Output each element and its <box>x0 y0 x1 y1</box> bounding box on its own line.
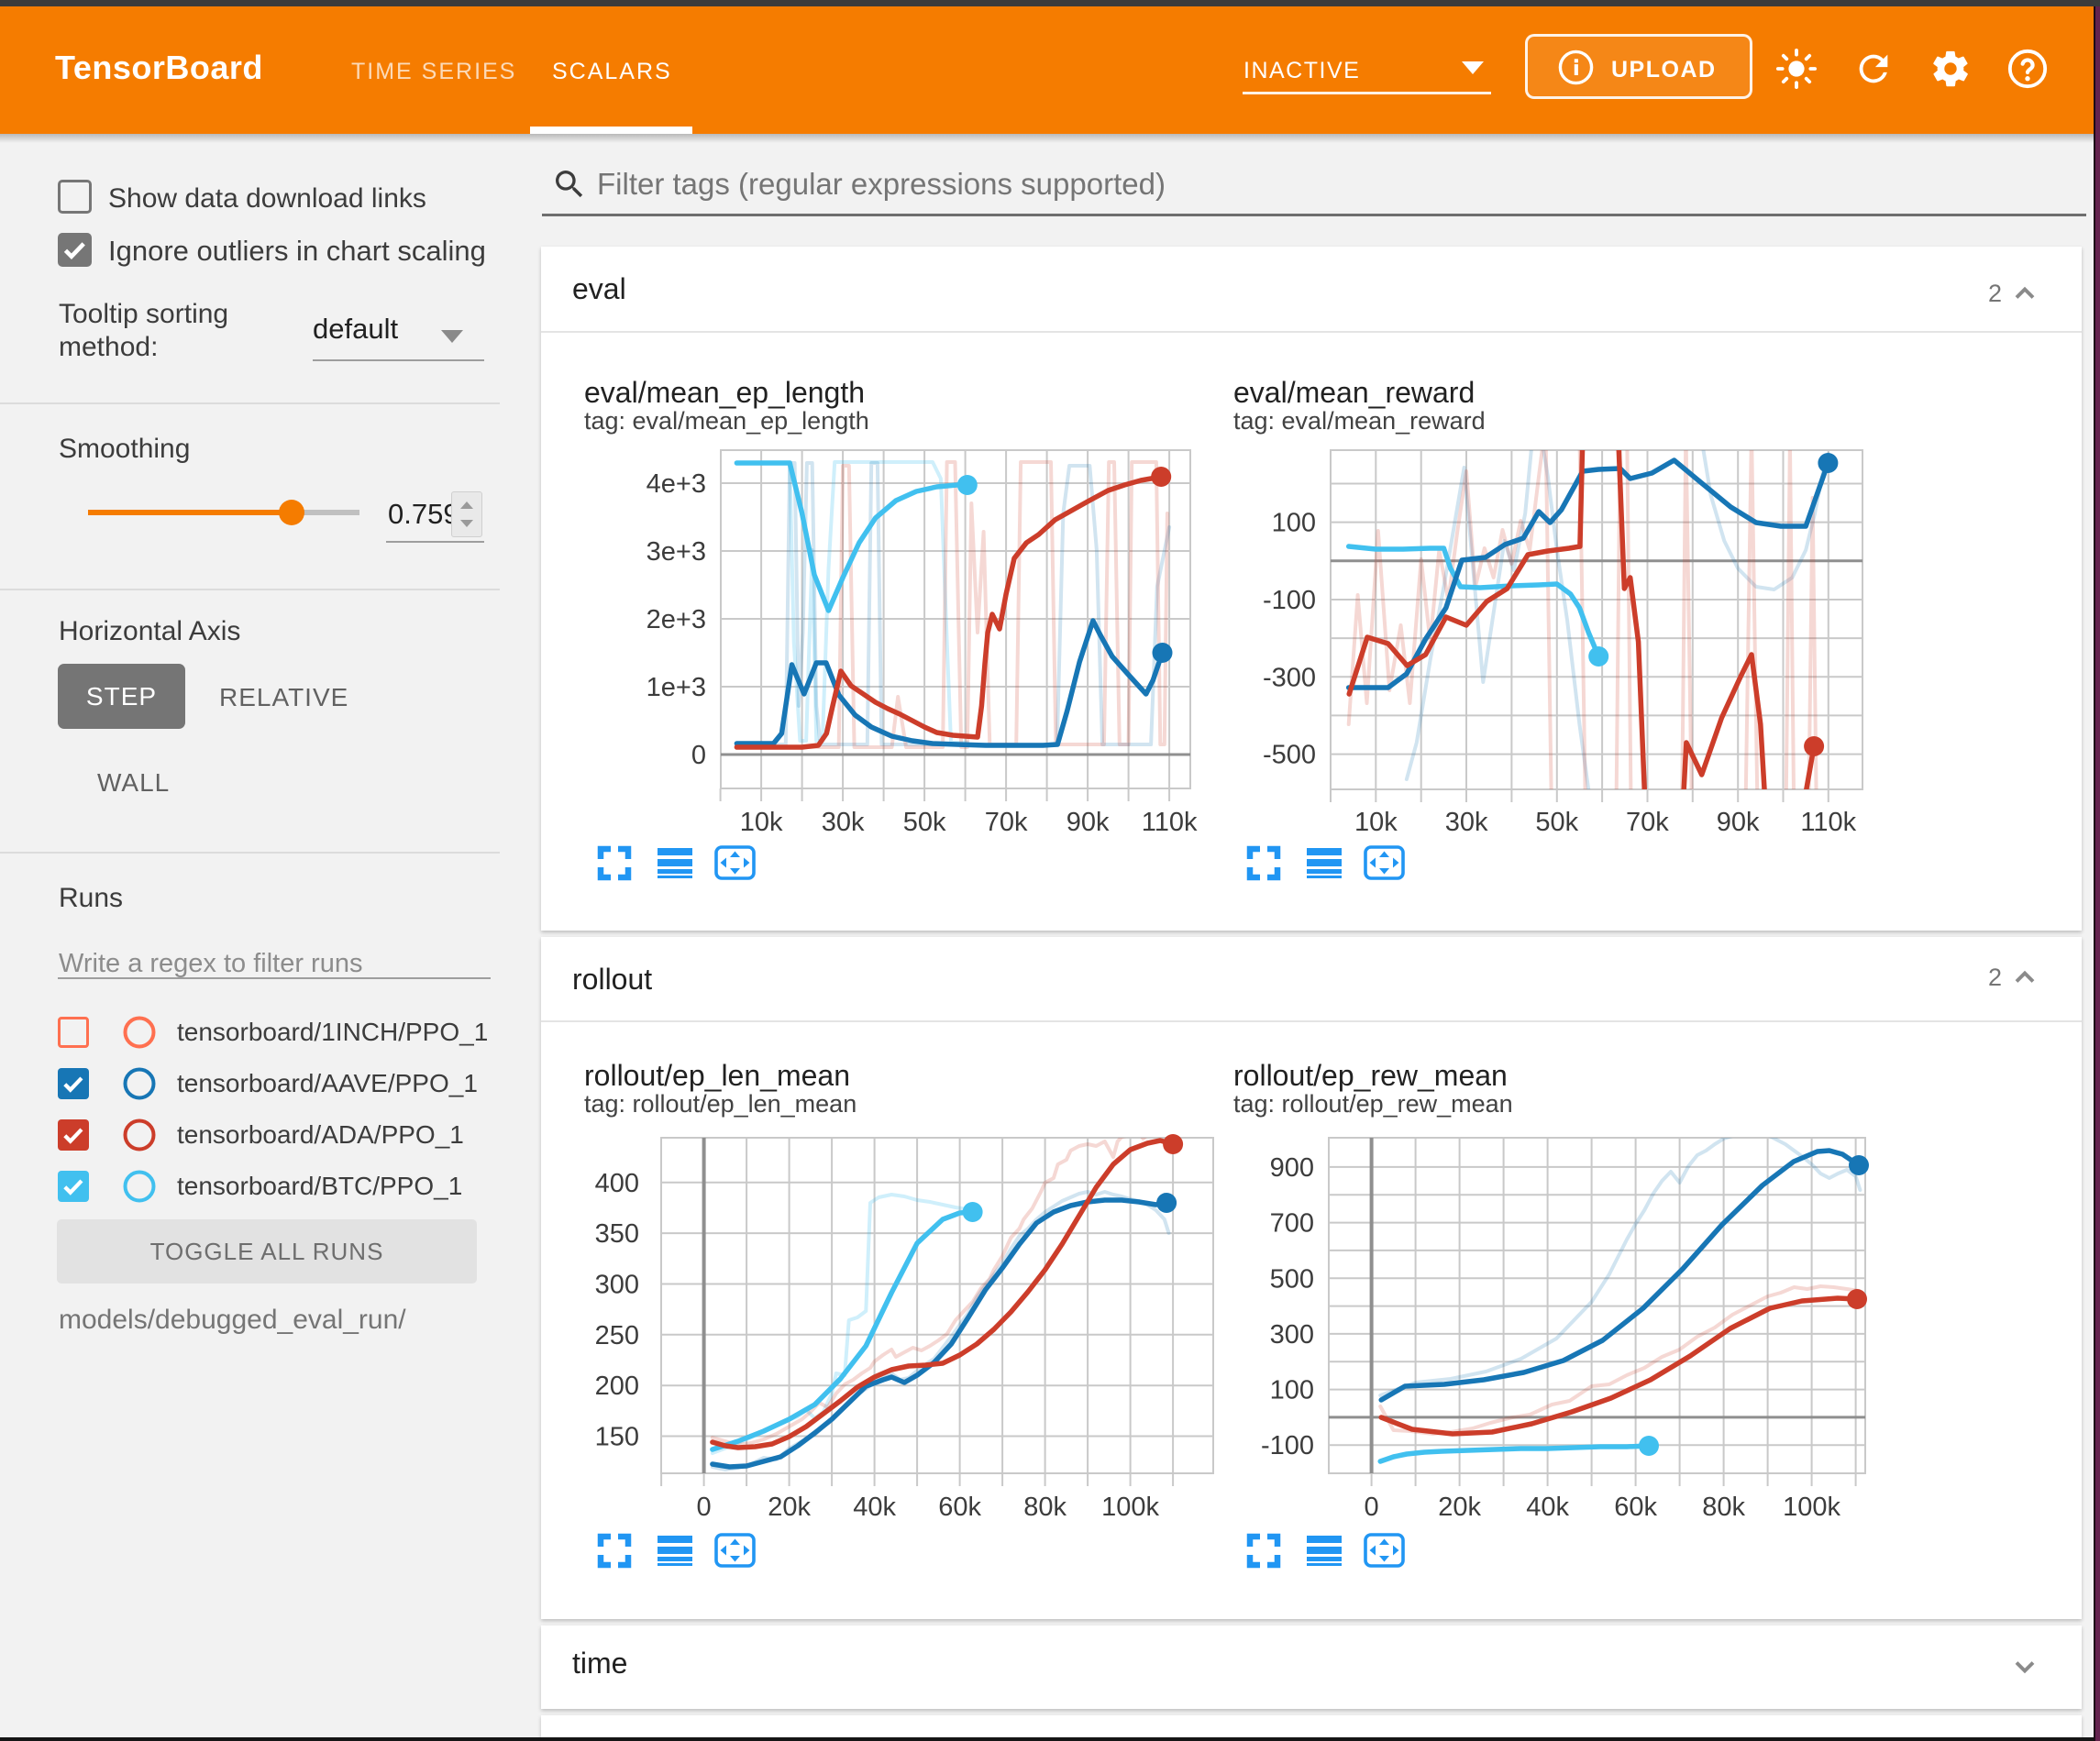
svg-text:70k: 70k <box>985 808 1028 837</box>
svg-text:eval/mean_ep_length: eval/mean_ep_length <box>584 376 865 409</box>
svg-text:10k: 10k <box>1354 808 1398 837</box>
svg-text:200: 200 <box>595 1372 639 1401</box>
svg-text:50k: 50k <box>1535 808 1578 837</box>
svg-text:60k: 60k <box>938 1493 981 1522</box>
svg-text:90k: 90k <box>1717 808 1760 837</box>
svg-text:300: 300 <box>595 1271 639 1300</box>
svg-text:40k: 40k <box>1526 1493 1569 1522</box>
svg-text:0: 0 <box>691 741 706 770</box>
svg-text:20k: 20k <box>768 1493 811 1522</box>
svg-text:250: 250 <box>595 1321 639 1350</box>
svg-text:50k: 50k <box>903 808 946 837</box>
svg-text:2e+3: 2e+3 <box>647 605 706 634</box>
svg-text:rollout/ep_len_mean: rollout/ep_len_mean <box>584 1059 850 1092</box>
svg-text:0: 0 <box>1365 1493 1379 1522</box>
svg-text:900: 900 <box>1270 1153 1314 1183</box>
svg-text:70k: 70k <box>1626 808 1669 837</box>
svg-text:500: 500 <box>1270 1264 1314 1294</box>
svg-text:150: 150 <box>595 1423 639 1452</box>
svg-text:30k: 30k <box>1445 808 1488 837</box>
svg-text:100: 100 <box>1270 1376 1314 1405</box>
svg-text:1e+3: 1e+3 <box>647 673 706 702</box>
svg-text:4e+3: 4e+3 <box>647 469 706 499</box>
svg-text:-300: -300 <box>1263 663 1316 692</box>
svg-text:-100: -100 <box>1261 1431 1314 1460</box>
svg-text:80k: 80k <box>1023 1493 1067 1522</box>
svg-text:110k: 110k <box>1800 808 1856 837</box>
svg-text:40k: 40k <box>853 1493 896 1522</box>
svg-text:tag: eval/mean_reward: tag: eval/mean_reward <box>1233 407 1486 435</box>
svg-text:700: 700 <box>1270 1209 1314 1239</box>
svg-text:rollout/ep_rew_mean: rollout/ep_rew_mean <box>1233 1059 1508 1092</box>
svg-text:eval/mean_reward: eval/mean_reward <box>1233 376 1475 409</box>
svg-text:90k: 90k <box>1067 808 1110 837</box>
svg-text:110k: 110k <box>1142 808 1198 837</box>
svg-text:100k: 100k <box>1101 1493 1159 1522</box>
svg-text:10k: 10k <box>740 808 783 837</box>
svg-text:tag: rollout/ep_rew_mean: tag: rollout/ep_rew_mean <box>1233 1090 1513 1118</box>
svg-text:-500: -500 <box>1263 741 1316 770</box>
svg-text:3e+3: 3e+3 <box>647 537 706 567</box>
svg-text:60k: 60k <box>1614 1493 1657 1522</box>
svg-text:20k: 20k <box>1438 1493 1481 1522</box>
svg-text:350: 350 <box>595 1219 639 1249</box>
svg-text:400: 400 <box>595 1169 639 1198</box>
svg-text:300: 300 <box>1270 1320 1314 1350</box>
svg-text:80k: 80k <box>1702 1493 1745 1522</box>
svg-text:0: 0 <box>697 1493 712 1522</box>
svg-text:100: 100 <box>1272 509 1316 538</box>
svg-text:100k: 100k <box>1783 1493 1840 1522</box>
svg-text:30k: 30k <box>822 808 865 837</box>
svg-text:tag: eval/mean_ep_length: tag: eval/mean_ep_length <box>584 407 869 435</box>
svg-text:-100: -100 <box>1263 586 1316 615</box>
svg-text:tag: rollout/ep_len_mean: tag: rollout/ep_len_mean <box>584 1090 857 1118</box>
